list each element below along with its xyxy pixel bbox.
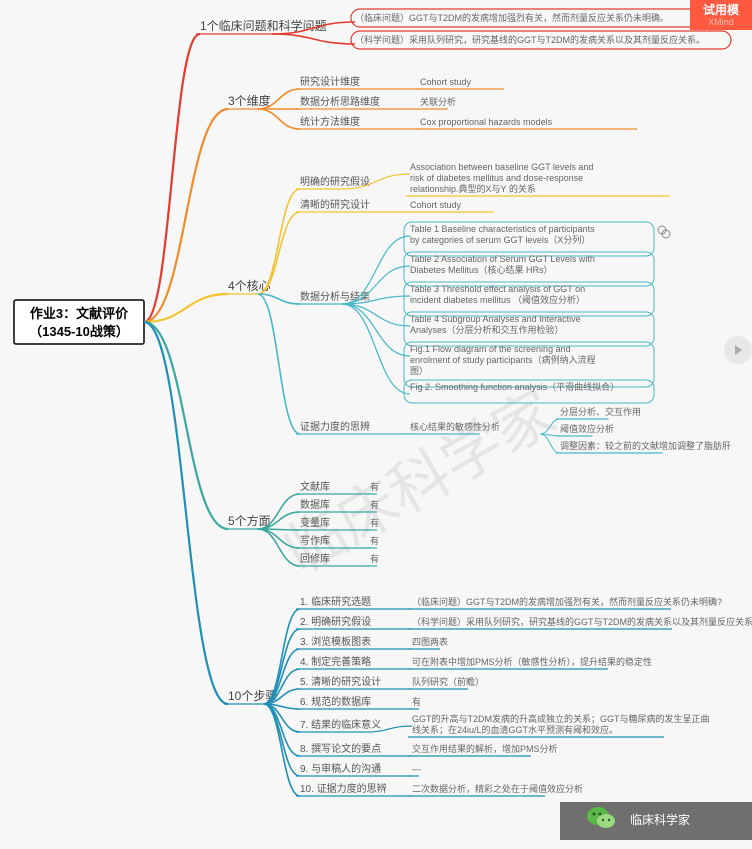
branch-label: 5个方面 [228,513,271,528]
mindmap-canvas: 临床科学家 作业3：文献评价 （1345-10战策） 1个临床问题和科学问题 （临床问题… [0,0,752,849]
svg-text:10. 证据力度的思辨: 10. 证据力度的思辨 [300,782,387,795]
child-node[interactable]: 9. 与审稿人的沟通 — [264,704,421,776]
svg-text:明确的研究假设: 明确的研究假设 [300,175,370,188]
svg-text:研究设计维度: 研究设计维度 [300,75,360,88]
child-node[interactable]: 6. 规范的数据库 有 [264,695,421,709]
sub-node: Table 3 Threshold effect analysis of GGT… [342,282,654,316]
svg-text:试用模: 试用模 [703,2,740,17]
svg-text:阈值效应分析: 阈值效应分析 [560,423,614,434]
svg-text:Association between baseline G: Association between baseline GGT levels … [410,162,593,194]
svg-text:8. 撰写论文的要点: 8. 撰写论文的要点 [300,742,381,755]
branch-b3[interactable]: 4个核心明确的研究假设Association between baseline … [144,162,731,453]
svg-text:分层分析、交互作用: 分层分析、交互作用 [560,406,641,417]
svg-text:有: 有 [370,553,379,564]
svg-text:四图两表: 四图两表 [412,636,448,647]
child-node[interactable]: 5. 清晰的研究设计 队列研究（前瞻） [264,675,484,704]
sub-node: 队列研究（前瞻） [366,676,484,689]
svg-text:—: — [412,764,421,774]
svg-text:有: 有 [370,499,379,510]
svg-text:Cohort study: Cohort study [410,200,462,210]
branch-label: 1个临床问题和科学问题 [200,18,327,33]
svg-text:Table 1 Baseline characterist: Table 1 Baseline characteristics of part… [410,224,595,245]
svg-text:作业3：文献评价: 作业3：文献评价 [30,306,129,321]
sub-node: （科学问题）采用队列研究，研究基线的GGT与T2DM的发病关系以及其剂量反应关系… [360,616,752,629]
svg-text:1. 临床研究选题: 1. 临床研究选题 [300,595,371,608]
svg-text:（临床问题）GGT与T2DM的发病增加强烈有关，然而剂量反应: （临床问题）GGT与T2DM的发病增加强烈有关，然而剂量反应关系仍未明确? [412,596,722,607]
svg-text:Table 3 Threshold effect anal: Table 3 Threshold effect analysis of GGT… [410,284,585,305]
svg-text:关联分析: 关联分析 [420,96,456,107]
sub-node: Cohort study [336,77,504,89]
child-node[interactable]: 统计方法维度 Cox proportional hazards models [258,109,637,129]
svg-text:4. 制定完善策略: 4. 制定完善策略 [300,655,371,668]
svg-text:Fig 2. Smoothing function anal: Fig 2. Smoothing function analysis（平滑曲线拟… [410,381,619,392]
svg-text:9. 与审稿人的沟通: 9. 与审稿人的沟通 [300,762,381,775]
svg-text:有: 有 [370,481,379,492]
sub-node: （临床问题）GGT与T2DM的发病增加强烈有关，然而剂量反应关系仍未明确? [360,596,722,609]
svg-text:有: 有 [412,696,421,707]
svg-text:数据分析思路维度: 数据分析思路维度 [300,95,380,108]
svg-text:2. 明确研究假设: 2. 明确研究假设 [300,615,371,628]
svg-text:数据库: 数据库 [300,498,330,511]
child-node[interactable]: （临床问题）GGT与T2DM的发病增加强烈有关，然而剂量反应关系仍未明确。 [272,9,731,34]
child-node[interactable]: 清晰的研究设计 Cohort study [258,198,494,294]
svg-text:（1345-10战策）: （1345-10战策） [29,324,129,339]
child-node[interactable]: 数据分析思路维度 关联分析 [258,95,456,109]
svg-text:写作库: 写作库 [300,534,330,547]
sub-node: 交互作用结果的解析，增加PMS分析 [366,743,558,756]
sub-node: GGT的升高与T2DM发病的升高成独立的关系；GGT与糖尿病的发生呈正曲线关系；… [366,713,710,737]
svg-text:交互作用结果的解析，增加PMS分析: 交互作用结果的解析，增加PMS分析 [412,743,558,754]
svg-text:队列研究（前瞻）: 队列研究（前瞻） [412,676,484,687]
svg-text:有: 有 [370,535,379,546]
svg-text:（科学问题）采用队列研究，研究基线的GGT与T2DM的发病关: （科学问题）采用队列研究，研究基线的GGT与T2DM的发病关系以及其剂量反应关系… [412,616,752,627]
svg-text:6. 规范的数据库: 6. 规范的数据库 [300,695,371,708]
svg-text:XMind: XMind [708,17,734,27]
svg-text:统计方法维度: 统计方法维度 [300,115,360,128]
svg-text:证据力度的思辨: 证据力度的思辨 [300,420,370,433]
svg-text:Cohort study: Cohort study [420,77,472,87]
svg-text:有: 有 [370,517,379,528]
svg-text:Fig.1 Flow diagram of the sc: Fig.1 Flow diagram of the screening ande… [410,344,596,376]
svg-text:Cox proportional hazards model: Cox proportional hazards models [420,117,553,127]
svg-text:3. 浏览模板图表: 3. 浏览模板图表 [300,635,371,648]
sub-node: 二次数据分析，精彩之处在于阈值效应分析 [372,783,583,796]
child-node[interactable]: 研究设计维度 Cohort study [258,75,504,109]
branch-b4[interactable]: 5个方面文献库有数据库有变量库有写作库有回修库有 [144,322,379,566]
svg-text:核心结果的敏感性分析: 核心结果的敏感性分析 [410,421,500,432]
svg-text:GGT的升高与T2DM发病的升高成独立的关系；GGT与糖尿病: GGT的升高与T2DM发病的升高成独立的关系；GGT与糖尿病的发生呈正曲线关系；… [412,713,710,735]
sub-node: 可在附表中增加PMS分析（敏感性分析），提升结果的稳定性 [360,656,652,669]
sub-node: Table 4 Subgroup Analyses and Interactiv… [342,304,654,346]
svg-text:变量库: 变量库 [300,516,330,529]
svg-text:清晰的研究设计: 清晰的研究设计 [300,198,370,211]
svg-text:回修库: 回修库 [300,552,330,565]
branch-b5[interactable]: 10个步骤1. 临床研究选题（临床问题）GGT与T2DM的发病增加强烈有关，然而… [144,322,752,796]
svg-text:调整因素：较之前的文献增加调整了脂肪肝: 调整因素：较之前的文献增加调整了脂肪肝 [560,440,731,451]
svg-text:Table 4 Subgroup Analyses and: Table 4 Subgroup Analyses and Interactiv… [410,314,581,335]
svg-text:7. 结果的临床意义: 7. 结果的临床意义 [300,718,381,731]
child-node[interactable]: （科学问题）采用队列研究，研究基线的GGT与T2DM的发病关系以及其剂量反应关系… [272,31,731,49]
branch-label: 3个维度 [228,93,271,108]
sub-node: Association between baseline GGT levels … [342,162,670,196]
svg-text:二次数据分析，精彩之处在于阈值效应分析: 二次数据分析，精彩之处在于阈值效应分析 [412,783,583,794]
sub-node: Cox proportional hazards models [336,117,637,129]
svg-text:可在附表中增加PMS分析（敏感性分析），提升结果的稳定性: 可在附表中增加PMS分析（敏感性分析），提升结果的稳定性 [412,656,652,667]
svg-text:（临床问题）GGT与T2DM的发病增加强烈有关，然而剂量反应: （临床问题）GGT与T2DM的发病增加强烈有关，然而剂量反应关系仍未明确。 [355,12,669,23]
sub-node: 四图两表 [360,636,448,649]
svg-text:5. 清晰的研究设计: 5. 清晰的研究设计 [300,675,381,688]
svg-text:文献库: 文献库 [300,480,330,493]
child-node[interactable]: 数据分析与结果Table 1 Baseline characteristics … [258,222,670,403]
svg-text:Table 2 Association of Serum G: Table 2 Association of Serum GGT Levels … [410,254,595,275]
svg-text:（科学问题）采用队列研究，研究基线的GGT与T2DM的发病关: （科学问题）采用队列研究，研究基线的GGT与T2DM的发病关系以及其剂量反应关系… [355,34,705,45]
footer-text: 临床科学家 [630,812,690,827]
